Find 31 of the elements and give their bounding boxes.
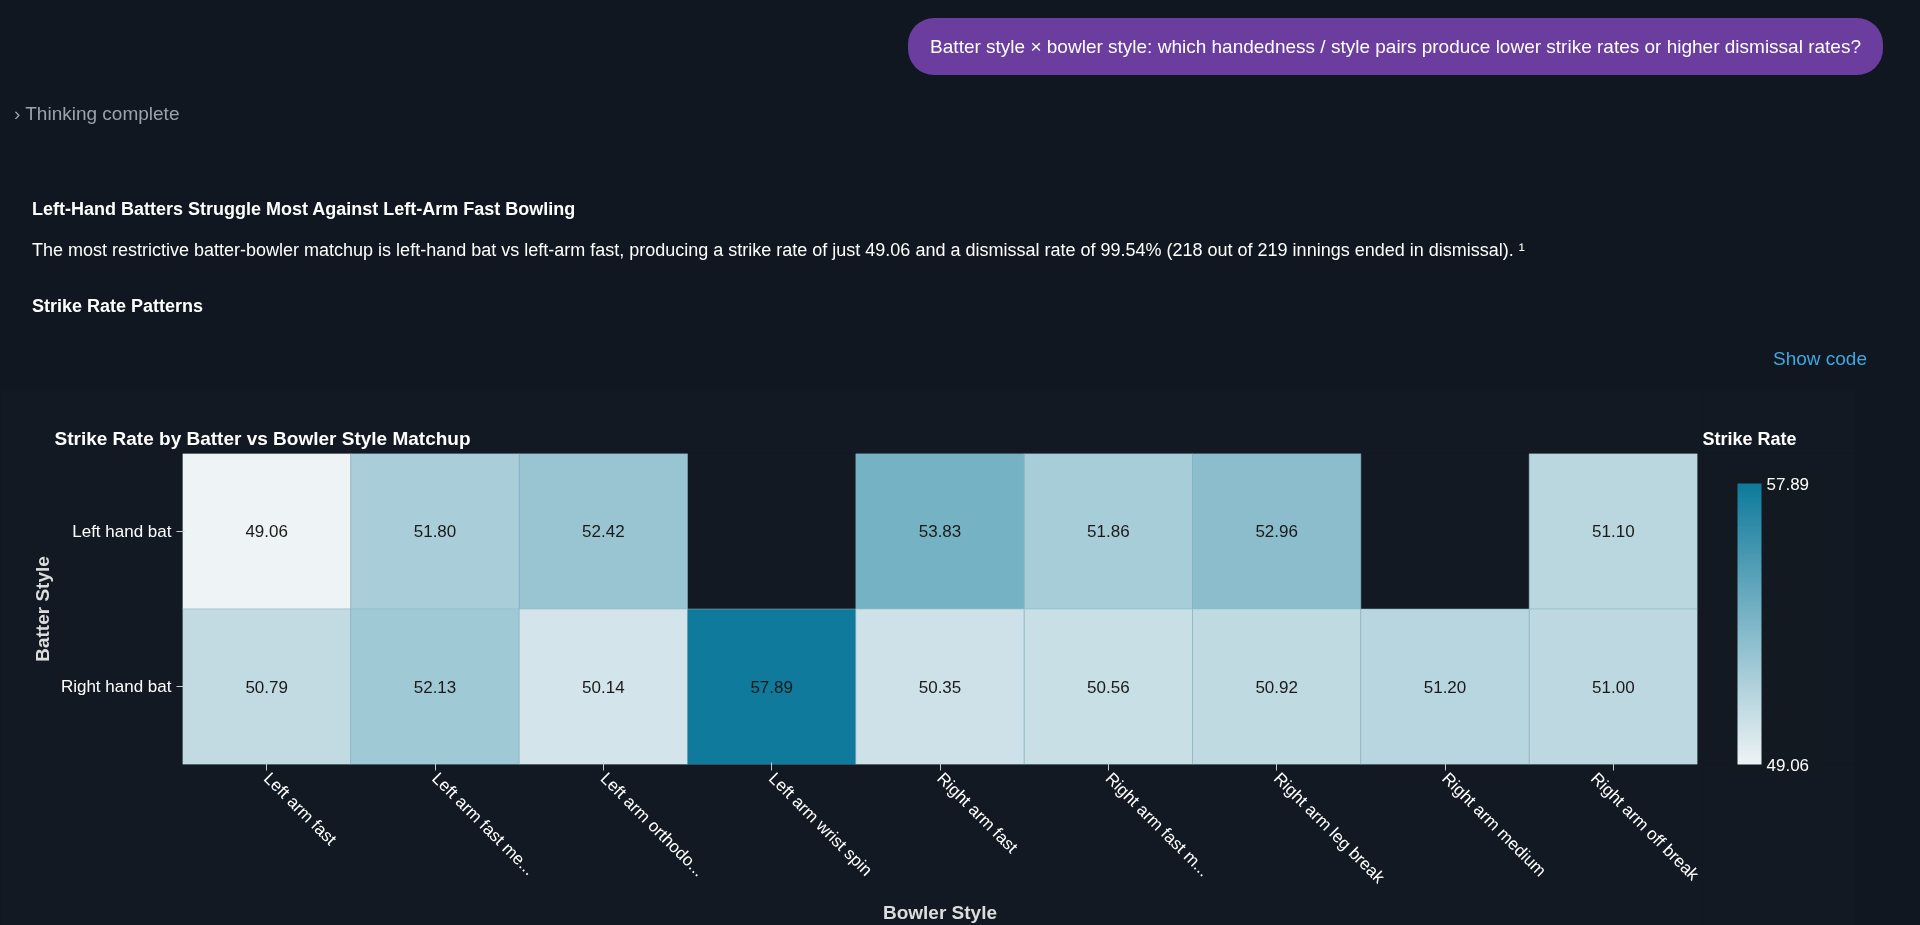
color-bar-label: 49.06 <box>1766 755 1810 775</box>
color-bar-label: 57.89 <box>1766 474 1810 494</box>
data-label: 50.35 <box>918 677 962 697</box>
text: › Thinking complete <box>14 102 180 126</box>
data-label: 52.13 <box>413 677 457 697</box>
data-label: 51.20 <box>1423 677 1467 697</box>
data-label: 51.86 <box>1087 522 1130 542</box>
color-bar-title: Strike Rate <box>1702 428 1797 449</box>
y-tick-label: Left hand bat <box>72 521 172 541</box>
data-label: 57.89 <box>750 677 793 697</box>
text: The most restrictive batter-bowler matchup is left-hand bat vs left-arm fast, producing a strike rate of just 49.06 and a dismissal rate of 99.54% (218 out of 219 innings ended in dismissal). ¹ <box>32 239 1525 262</box>
data-label: 51.00 <box>1592 677 1635 697</box>
data-label: 52.96 <box>1255 522 1298 542</box>
x-axis-title: Bowler Style <box>882 901 998 923</box>
data-label: 49.06 <box>245 522 288 542</box>
data-label: 51.10 <box>1592 522 1635 542</box>
data-label: 50.14 <box>582 677 625 697</box>
y-tick-label: Right hand bat <box>60 677 172 697</box>
text: Left-Hand Batters Struggle Most Against Left-Arm Fast Bowling <box>32 198 576 221</box>
data-label: 50.79 <box>245 677 288 697</box>
data-label: 50.92 <box>1255 677 1298 697</box>
data-label: 51.80 <box>413 522 457 542</box>
text: Batter style × bowler style: which handedness / style pairs produce lower strike rates or higher dismissal rates? <box>908 18 1883 76</box>
text: Strike Rate Patterns <box>32 295 204 318</box>
data-label: 53.83 <box>918 522 962 542</box>
text: Show code <box>1772 347 1867 371</box>
x-tick-label: Left arm fast <box>259 768 341 850</box>
data-label: 52.42 <box>582 522 625 542</box>
y-axis-title: Batter Style <box>31 556 53 662</box>
data-label: 50.56 <box>1087 677 1130 697</box>
chart-title: Strike Rate by Batter vs Bowler Style Matchup <box>54 427 471 449</box>
